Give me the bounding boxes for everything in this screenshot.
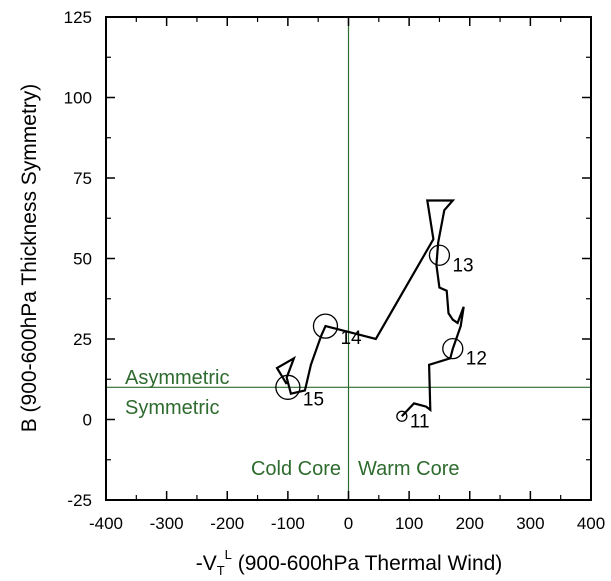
track-marker-label: 14	[340, 328, 362, 349]
x-axis-label-subscript: T	[217, 563, 225, 578]
x-tick-label: 0	[344, 514, 353, 533]
x-axis-label: -VTL (900-600hPa Thermal Wind)	[196, 547, 503, 578]
track-marker-circle	[312, 313, 339, 339]
y-tick-label: 0	[83, 411, 92, 430]
axis-ticks: -400 -300 -200 -100 0 100 200 300 400 -25 0 25 50 75 1…	[64, 8, 606, 533]
asymmetric-label: Asymmetric	[125, 367, 229, 389]
track-marker-circle	[442, 338, 464, 360]
y-tick-label: 50	[73, 250, 92, 269]
x-tick-label: -400	[89, 514, 123, 533]
track-line	[275, 199, 465, 418]
y-tick-label: 25	[73, 330, 92, 349]
x-tick-label: -100	[271, 514, 305, 533]
x-tick-label: -300	[150, 514, 184, 533]
track-marker-label: 15	[303, 389, 324, 410]
track-marker-label: 13	[452, 255, 473, 276]
track-marker-circle	[428, 244, 451, 266]
x-tick-label: 100	[395, 514, 423, 533]
track-marker-circle	[275, 374, 301, 400]
x-axis-label-superscript: L	[225, 547, 232, 562]
y-tick-label: 75	[73, 169, 92, 188]
x-tick-label: 200	[456, 514, 484, 533]
track-markers: 11 12 13 14 15	[275, 244, 487, 432]
reference-lines	[106, 17, 591, 500]
region-labels: Asymmetric Symmetric Cold Core Warm Core	[125, 367, 459, 480]
x-axis-label-suffix: (900-600hPa Thermal Wind)	[232, 552, 502, 575]
y-tick-label: 125	[64, 8, 92, 27]
track-marker-circle	[396, 410, 408, 422]
x-tick-label: -200	[210, 514, 244, 533]
storm-track	[275, 199, 465, 418]
track-marker-label: 11	[410, 411, 430, 432]
y-axis-label: B (900-600hPa Thickness Symmetry)	[18, 84, 41, 433]
symmetric-label: Symmetric	[125, 397, 219, 419]
x-axis-label-prefix: -V	[196, 552, 217, 575]
y-tick-label: 100	[64, 89, 92, 108]
track-marker-label: 12	[466, 349, 487, 370]
warm-core-label: Warm Core	[358, 458, 459, 480]
x-tick-label: 300	[516, 514, 544, 533]
y-tick-label: -25	[67, 491, 92, 510]
cold-core-label: Cold Core	[251, 458, 341, 480]
x-tick-label: 400	[577, 514, 605, 533]
